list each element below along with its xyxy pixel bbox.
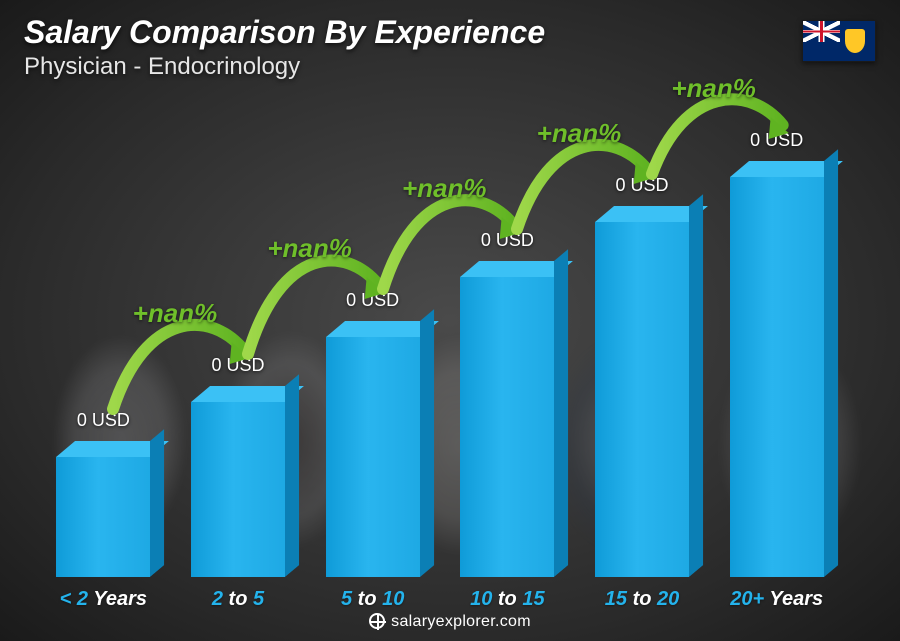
bar-value-label: 0 USD <box>481 230 534 251</box>
bar <box>595 222 689 577</box>
percent-change-label: +nan% <box>671 73 756 104</box>
bar <box>460 277 554 577</box>
bar-slot: 0 USD2 to 5 <box>175 130 302 577</box>
category-label: 5 to 10 <box>341 588 404 611</box>
bar <box>191 402 285 577</box>
category-label: 2 to 5 <box>212 588 264 611</box>
bar-chart: 0 USD< 2 Years0 USD2 to 50 USD5 to 100 U… <box>40 130 840 577</box>
bar-value-label: 0 USD <box>616 175 669 196</box>
bar <box>326 337 420 577</box>
bar-slot: 0 USD20+ Years <box>713 130 840 577</box>
bar <box>56 457 150 577</box>
category-label: < 2 Years <box>60 588 147 611</box>
globe-icon <box>369 613 385 629</box>
bar-value-label: 0 USD <box>211 355 264 376</box>
bar-slot: 0 USD15 to 20 <box>579 130 706 577</box>
bar-value-label: 0 USD <box>750 130 803 151</box>
bar <box>730 177 824 577</box>
attribution-text: salaryexplorer.com <box>391 613 531 630</box>
attribution: salaryexplorer.com <box>0 613 900 631</box>
header: Salary Comparison By Experience Physicia… <box>24 14 790 81</box>
country-flag <box>802 20 876 62</box>
percent-change-label: +nan% <box>537 118 622 149</box>
category-label: 10 to 15 <box>470 588 545 611</box>
union-jack-icon <box>803 21 840 42</box>
percent-change-label: +nan% <box>267 233 352 264</box>
category-label: 15 to 20 <box>605 588 680 611</box>
chart-title: Salary Comparison By Experience <box>24 14 790 51</box>
bar-slot: 0 USD< 2 Years <box>40 130 167 577</box>
flag-shield-icon <box>845 29 865 53</box>
bar-value-label: 0 USD <box>346 290 399 311</box>
bar-value-label: 0 USD <box>77 410 130 431</box>
percent-change-label: +nan% <box>133 298 218 329</box>
percent-change-label: +nan% <box>402 173 487 204</box>
category-label: 20+ Years <box>730 588 823 611</box>
